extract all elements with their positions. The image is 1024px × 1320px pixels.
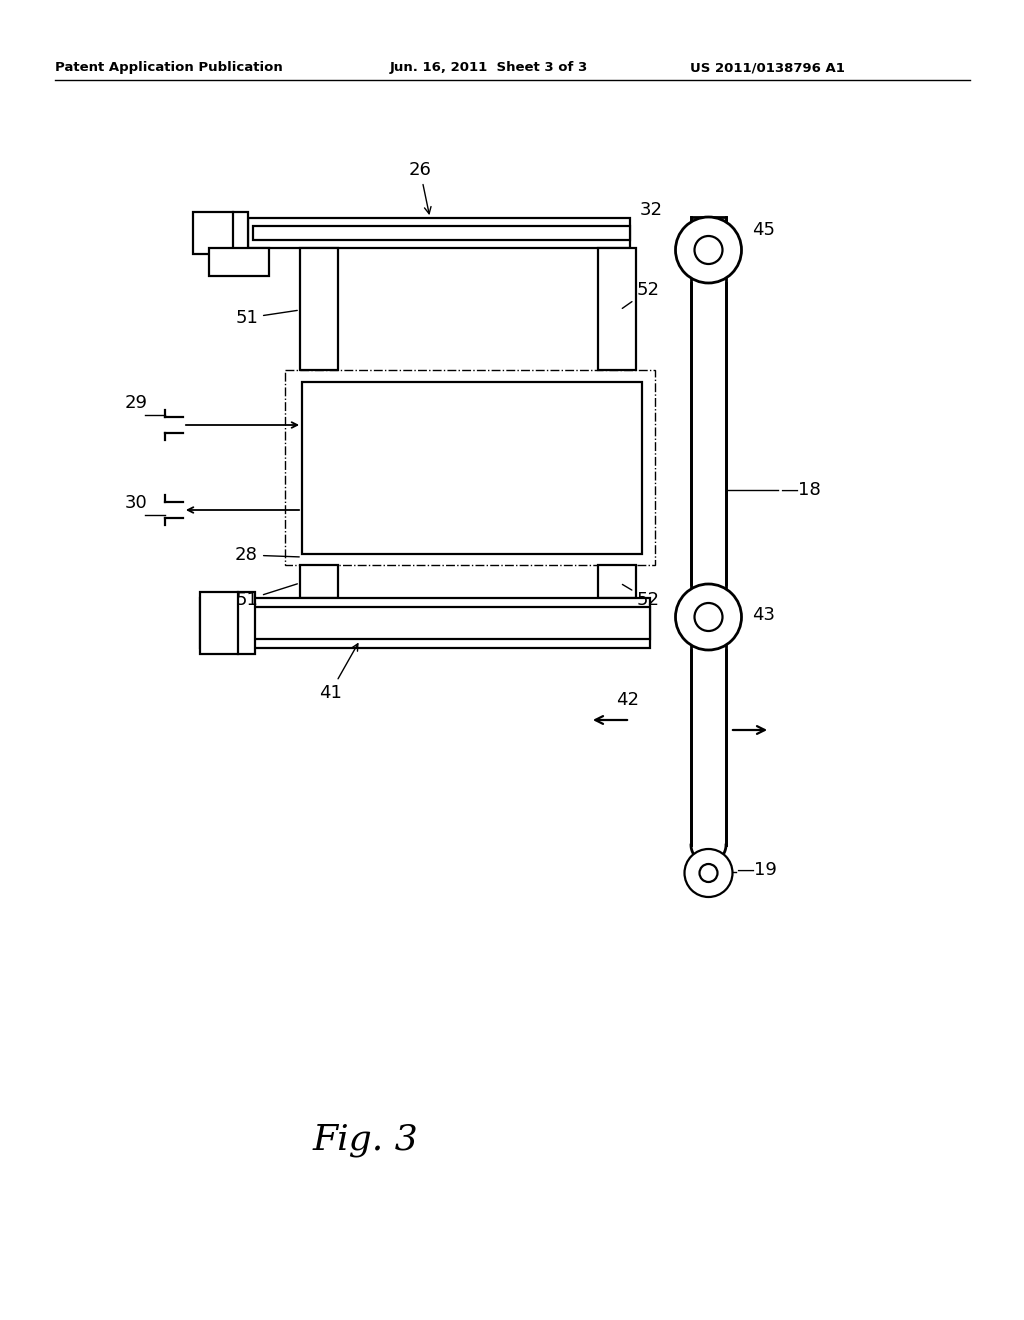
Bar	[253, 226, 630, 240]
Bar	[193, 213, 248, 253]
Circle shape	[699, 865, 718, 882]
Bar	[200, 598, 650, 648]
Text: 45: 45	[752, 220, 775, 239]
Text: —18: —18	[780, 480, 821, 499]
Text: 42: 42	[616, 690, 639, 709]
Text: 26: 26	[409, 161, 431, 214]
Text: 51: 51	[236, 309, 297, 327]
Text: 43: 43	[752, 606, 775, 624]
Text: US 2011/0138796 A1: US 2011/0138796 A1	[690, 62, 845, 74]
Text: Fig. 3: Fig. 3	[312, 1123, 418, 1158]
Text: —19: —19	[736, 861, 777, 879]
Text: 41: 41	[318, 644, 357, 702]
Bar	[300, 248, 338, 370]
Text: 30: 30	[125, 494, 147, 512]
Text: 29: 29	[125, 393, 148, 412]
Bar	[302, 381, 642, 554]
Bar	[598, 248, 636, 370]
Bar	[200, 591, 255, 653]
Circle shape	[684, 849, 732, 898]
Circle shape	[694, 603, 723, 631]
Bar	[208, 607, 650, 639]
Circle shape	[676, 583, 741, 649]
Bar	[598, 565, 636, 598]
Bar	[209, 248, 269, 276]
Bar	[248, 218, 630, 248]
Text: 32: 32	[640, 201, 663, 219]
Bar	[285, 370, 655, 565]
Text: 52: 52	[623, 585, 660, 609]
Circle shape	[676, 216, 741, 282]
Circle shape	[694, 236, 723, 264]
Text: 52: 52	[623, 281, 660, 309]
Text: Patent Application Publication: Patent Application Publication	[55, 62, 283, 74]
Text: 51: 51	[236, 583, 297, 609]
Bar	[300, 565, 338, 598]
Text: 28: 28	[236, 546, 299, 564]
Text: Jun. 16, 2011  Sheet 3 of 3: Jun. 16, 2011 Sheet 3 of 3	[390, 62, 588, 74]
